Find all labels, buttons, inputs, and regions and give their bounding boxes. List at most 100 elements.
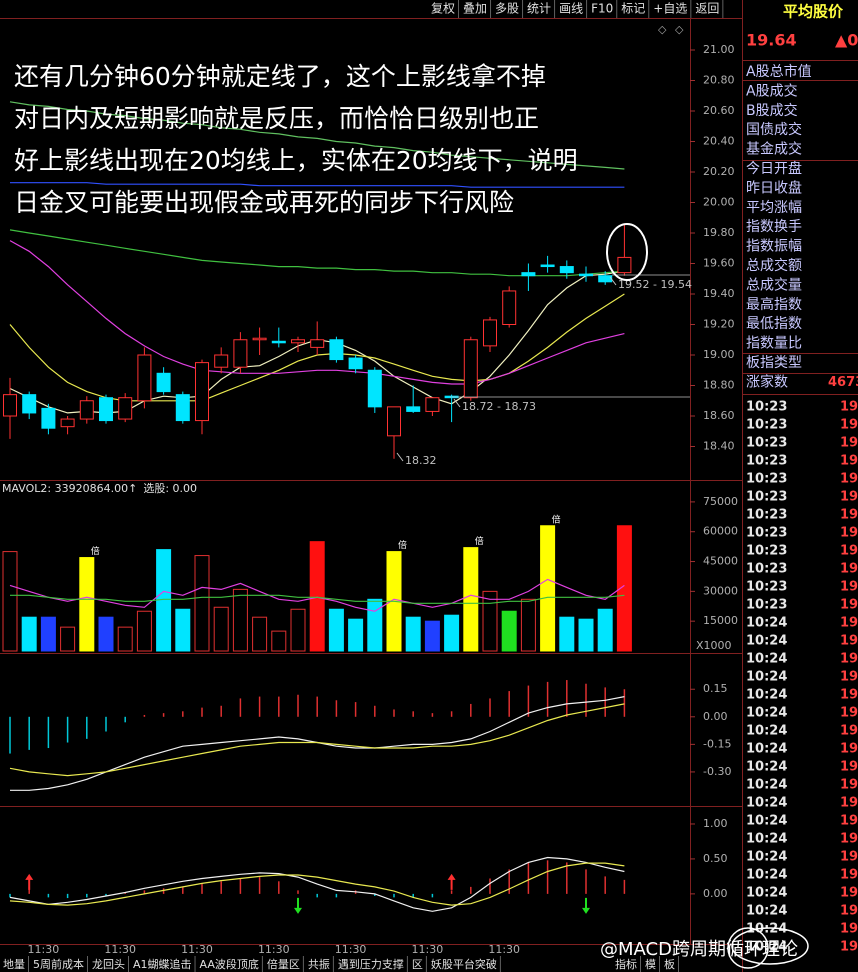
row-price: 19 (840, 814, 858, 829)
stat-label: 指数量比 (746, 336, 802, 352)
row-time: 10:24 (746, 796, 787, 811)
y-tick-label: 60000 (703, 525, 738, 538)
volume-bar (520, 598, 536, 652)
watermark: @MACD跨周期循环理论 (600, 939, 798, 960)
stat-label: 最低指数 (746, 316, 802, 332)
toolbar-button[interactable]: +自选 (653, 2, 687, 16)
toolbar-button[interactable]: 统计 (527, 2, 551, 16)
toolbar-button[interactable]: 多股 (495, 2, 519, 16)
y-tick-label: 20.40 (703, 135, 735, 148)
y-tick-label: 0.00 (703, 710, 728, 723)
price: 19.64 (746, 31, 797, 50)
y-tick-label: 20.80 (703, 74, 735, 87)
candle-body (22, 394, 37, 414)
row-time: 10:24 (746, 688, 787, 703)
row-price: 19 (840, 832, 858, 847)
toolbar-button[interactable]: 叠加 (463, 2, 487, 16)
candle-body (463, 339, 478, 399)
toolbar-button[interactable]: 画线 (559, 2, 583, 16)
price-label: 19.52 - 19.54 (618, 278, 692, 291)
candle-body (502, 290, 517, 326)
tab[interactable]: 5周前成本 (33, 957, 84, 971)
stat-label: 总成交额 (746, 257, 802, 274)
flag-label: 倍 (552, 513, 561, 525)
x-tick-label: 11:30 (104, 943, 136, 956)
tab[interactable]: 共振 (308, 957, 330, 971)
panel-subtitle: 选股: 0.00 (143, 482, 197, 495)
row-price: 19 (840, 670, 858, 685)
sell-arrow (582, 897, 590, 914)
stat-label: A股总市值 (746, 63, 812, 80)
row-price: 19 (840, 922, 858, 937)
row-price: 19 (840, 598, 858, 613)
row-time: 10:23 (746, 418, 787, 433)
tab[interactable]: 指标 (615, 957, 637, 971)
row-time: 10:24 (746, 940, 787, 955)
row-price: 19 (840, 508, 858, 523)
candle-body (99, 397, 113, 422)
row-price: 19 (840, 580, 858, 595)
line (10, 182, 625, 188)
volume-bar (21, 616, 37, 652)
row-price: 19 (840, 742, 858, 757)
x-tick-label: 11:30 (335, 943, 367, 956)
y-tick-label: 20.60 (703, 104, 735, 117)
volume-bar (98, 616, 114, 652)
y-tick-label: 20.20 (703, 165, 735, 178)
tab[interactable]: 遇到压力支撑 (338, 957, 404, 971)
volume-bar (60, 626, 76, 652)
row-time: 10:23 (746, 544, 787, 559)
tab[interactable]: 妖股平台突破 (431, 957, 497, 971)
toolbar-button[interactable]: 返回 (695, 2, 719, 16)
y-tick-label: 20.00 (703, 196, 735, 209)
row-price: 19 (840, 616, 858, 631)
flag-label: 倍 (475, 535, 484, 547)
candle-body (559, 266, 574, 274)
line (10, 594, 625, 604)
row-time: 10:24 (746, 724, 787, 739)
icon[interactable]: ◇ (658, 23, 667, 36)
row-price: 19 (840, 706, 858, 721)
candle-body (233, 339, 248, 368)
row-time: 10:24 (746, 778, 787, 793)
panel-title: MAVOL2: 33920864.00↑ (2, 482, 137, 495)
tab[interactable]: 区 (412, 958, 423, 971)
tab[interactable]: A1蝴蝶追击 (133, 957, 192, 971)
y-tick-label: 0.50 (703, 852, 728, 865)
panel-title: 平均股价 (783, 3, 844, 21)
tab[interactable]: 龙回头 (92, 958, 125, 971)
toolbar-button[interactable]: 复权 (431, 2, 455, 16)
tab[interactable]: 板 (664, 957, 675, 971)
y-tick-label: 18.60 (703, 409, 735, 422)
candle-body (310, 339, 325, 348)
y-tick-label: 0.15 (703, 682, 728, 695)
toolbar-button[interactable]: F10 (591, 2, 613, 16)
tab[interactable]: 模 (645, 958, 656, 971)
icon[interactable]: ◇ (675, 23, 684, 36)
volume-bar (232, 588, 248, 652)
row-price: 19 (840, 490, 858, 505)
row-time: 10:23 (746, 508, 787, 523)
row-time: 10:24 (746, 814, 787, 829)
volume-bar (290, 608, 306, 652)
row-time: 10:23 (746, 598, 787, 613)
row-price: 19 (840, 562, 858, 577)
tab[interactable]: 倍量区 (267, 957, 300, 971)
candle-body (617, 256, 632, 274)
volume-bar (309, 541, 325, 652)
toolbar-button[interactable]: 标记 (621, 2, 645, 16)
row-time: 10:24 (746, 670, 787, 685)
tab[interactable]: AA波段顶底 (200, 957, 259, 971)
row-price: 19 (840, 760, 858, 775)
annotation: 对日内及短期影响就是反压，而恰恰日级别也正 (14, 104, 539, 133)
y-tick-label: 19.80 (703, 226, 735, 239)
y-tick-label: 19.40 (703, 287, 735, 300)
stat-label: 指数振幅 (746, 239, 802, 255)
annotation: 好上影线出现在20均线上，实体在20均线下，说明 (14, 146, 578, 175)
row-price: 19 (840, 940, 858, 955)
line (9, 101, 625, 170)
highlight-circle (606, 223, 648, 281)
tab[interactable]: 地量 (3, 958, 25, 971)
row-price: 19 (840, 796, 858, 811)
row-time: 10:24 (746, 922, 787, 937)
